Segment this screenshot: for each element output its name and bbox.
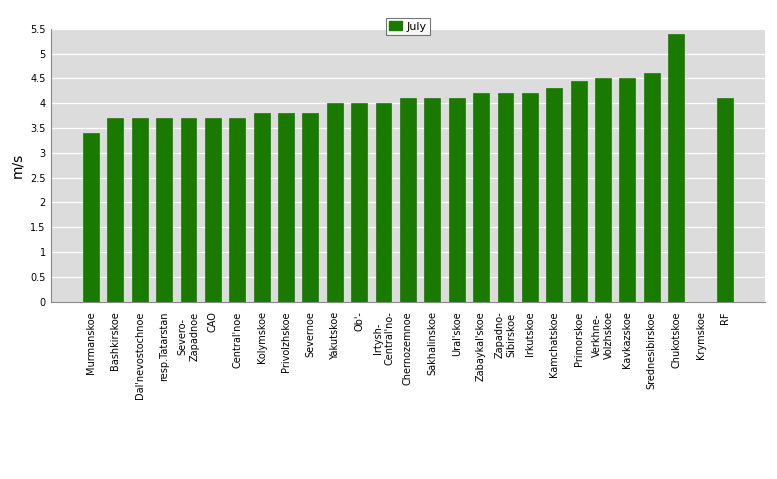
Bar: [205, 118, 221, 302]
Bar: [83, 133, 99, 302]
Bar: [473, 93, 489, 302]
Bar: [595, 79, 611, 302]
Bar: [180, 118, 197, 302]
Bar: [644, 73, 660, 302]
Legend: July: July: [385, 18, 430, 35]
Bar: [546, 88, 562, 302]
Bar: [522, 93, 538, 302]
Bar: [424, 98, 441, 302]
Y-axis label: m/s: m/s: [11, 153, 25, 178]
Bar: [449, 98, 465, 302]
Bar: [107, 118, 124, 302]
Bar: [278, 113, 294, 302]
Bar: [717, 98, 733, 302]
Bar: [327, 103, 343, 302]
Bar: [229, 118, 246, 302]
Bar: [156, 118, 172, 302]
Bar: [302, 113, 319, 302]
Bar: [375, 103, 392, 302]
Bar: [132, 118, 148, 302]
Bar: [254, 113, 270, 302]
Bar: [619, 79, 636, 302]
Bar: [351, 103, 367, 302]
Bar: [668, 34, 684, 302]
Bar: [570, 81, 587, 302]
Bar: [497, 93, 514, 302]
Bar: [400, 98, 416, 302]
